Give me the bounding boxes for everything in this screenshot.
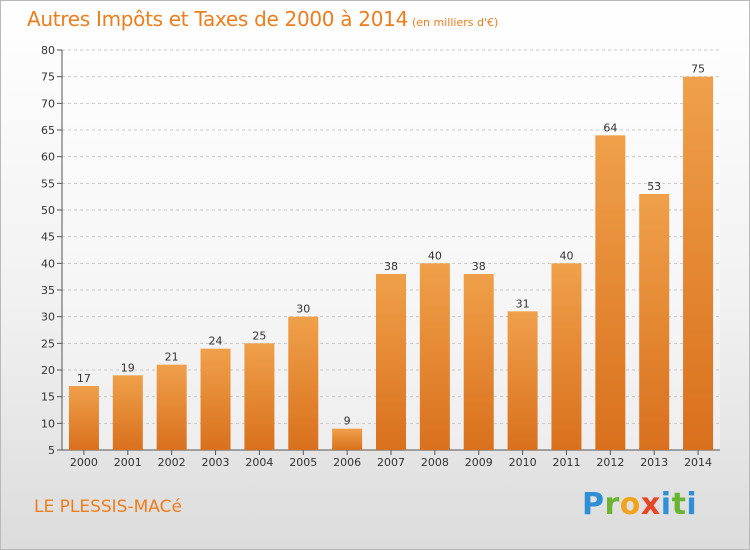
bar-value-label: 38 [472,260,486,273]
axes: 5 10 15 20 25 30 35 40 45 50 55 60 65 70 75 80 2000 2001 2… [41,44,720,469]
chart-title-text: Autres Impôts et Taxes de 2000 à 2014 [27,7,408,31]
x-tick-label: 2008 [421,456,449,469]
logo-letter: i [660,487,672,522]
y-tick-label: 45 [41,231,55,244]
bar [683,76,714,451]
bar [200,348,231,450]
bar-value-label: 30 [296,303,310,316]
x-tick-label: 2006 [333,456,361,469]
y-tick-label: 80 [41,44,55,57]
x-tick-label: 2004 [245,456,273,469]
x-tick-label: 2012 [596,456,624,469]
y-tick-label: 20 [41,364,55,377]
y-tick-label: 60 [41,151,55,164]
logo-letter: o [619,487,641,522]
bar [551,263,582,450]
bar [463,274,494,450]
x-tick-label: 2013 [640,456,668,469]
x-tick-label: 2011 [552,456,580,469]
logo-letter: x [640,487,661,522]
logo-letter: r [604,487,620,522]
x-tick-label: 2014 [684,456,712,469]
y-tick-label: 40 [41,257,55,270]
y-tick-label: 30 [41,311,55,324]
bar-value-label: 24 [209,335,223,348]
y-tick-label: 15 [41,391,55,404]
chart-subtitle: (en milliers d'€) [412,16,499,29]
y-tick-label: 25 [41,337,55,350]
bar [507,311,538,450]
bar [68,386,99,450]
bar [332,428,363,450]
value-labels: 17 19 21 24 25 30 9 38 40 38 31 40 64 53 75 [77,63,705,428]
bar-value-label: 75 [691,63,705,76]
x-tick-label: 2001 [114,456,142,469]
logo-letter: i [686,487,698,522]
y-tick-label: 5 [48,444,55,457]
bar [288,316,319,450]
logo-letter: P [582,487,605,522]
y-tick-label: 10 [41,417,55,430]
x-tick-label: 2003 [202,456,230,469]
bar [595,135,626,451]
x-tick-label: 2007 [377,456,405,469]
y-tick-label: 50 [41,204,55,217]
bar [156,364,187,450]
bar [244,343,275,450]
x-tick-label: 2009 [465,456,493,469]
bar-value-label: 40 [559,249,573,262]
y-tick-label: 55 [41,177,55,190]
proxiti-logo: Proxiti [582,487,697,522]
bar-value-label: 40 [428,249,442,262]
bar [112,375,143,450]
y-tick-label: 65 [41,124,55,137]
bar-value-label: 31 [516,297,530,310]
bar-value-label: 38 [384,260,398,273]
chart-title: Autres Impôts et Taxes de 2000 à 2014 (en… [27,7,498,31]
bar-value-label: 19 [121,361,135,374]
bar-value-label: 53 [647,180,661,193]
x-tick-label: 2010 [509,456,537,469]
y-tick-label: 75 [41,71,55,84]
x-tick-label: 2000 [70,456,98,469]
bar-value-label: 21 [165,351,179,364]
bar-value-label: 17 [77,372,91,385]
bar [419,263,450,450]
bar-value-label: 9 [344,415,351,428]
x-tick-label: 2005 [289,456,317,469]
bar-value-label: 64 [603,121,617,134]
y-tick-label: 70 [41,97,55,110]
x-tick-label: 2002 [158,456,186,469]
bar [376,274,406,450]
bar [639,194,670,450]
commune-name: LE PLESSIS-MACé [34,497,182,517]
bar-value-label: 25 [252,329,266,342]
logo-letter: t [671,487,687,522]
y-tick-label: 35 [41,284,55,297]
bars [68,76,714,451]
